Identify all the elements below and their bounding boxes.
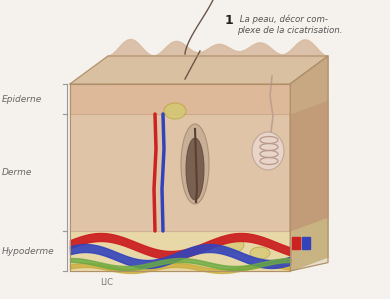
Ellipse shape <box>252 132 284 170</box>
Polygon shape <box>302 237 310 249</box>
Text: 1: 1 <box>225 14 234 27</box>
Ellipse shape <box>250 247 270 259</box>
Text: Epiderne: Epiderne <box>2 94 42 103</box>
Polygon shape <box>70 56 328 84</box>
Ellipse shape <box>186 138 204 200</box>
Polygon shape <box>290 56 328 114</box>
Polygon shape <box>70 84 290 114</box>
Polygon shape <box>290 56 328 271</box>
Polygon shape <box>70 114 290 231</box>
Polygon shape <box>70 231 290 271</box>
Polygon shape <box>290 100 328 231</box>
Polygon shape <box>292 237 300 249</box>
Text: La peau, décor com-
plexe de la cicatrisation.: La peau, décor com- plexe de la cicatris… <box>237 14 342 35</box>
Text: Hypoderme: Hypoderme <box>2 246 55 256</box>
Text: Derme: Derme <box>2 168 32 177</box>
Ellipse shape <box>216 237 244 253</box>
Ellipse shape <box>164 103 186 119</box>
Polygon shape <box>290 217 328 271</box>
Ellipse shape <box>181 124 209 204</box>
Text: LIC: LIC <box>100 278 113 287</box>
